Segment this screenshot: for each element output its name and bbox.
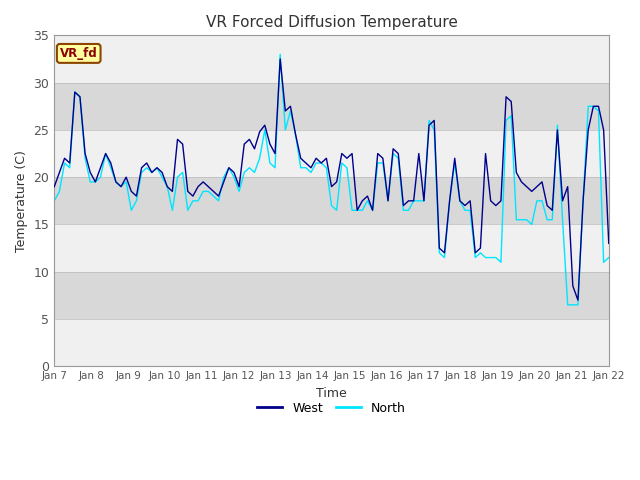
X-axis label: Time: Time [316, 387, 347, 400]
Y-axis label: Temperature (C): Temperature (C) [15, 150, 28, 252]
Bar [54, 319, 609, 366]
North [353, 207, 361, 213]
Title: VR Forced Diffusion Temperature: VR Forced Diffusion Temperature [205, 15, 458, 30]
North [564, 302, 572, 308]
North [204, 189, 212, 194]
West [574, 297, 582, 303]
North [92, 179, 99, 185]
Line: West: West [54, 59, 609, 300]
North [51, 198, 58, 204]
Bar [54, 225, 609, 272]
Bar [54, 177, 609, 225]
North [358, 207, 366, 213]
Text: VR_fd: VR_fd [60, 47, 97, 60]
North [420, 198, 428, 204]
West [358, 198, 366, 204]
North [605, 255, 612, 261]
Bar [54, 83, 609, 130]
West [204, 184, 212, 190]
West [92, 179, 99, 185]
West [276, 56, 284, 62]
Bar [54, 130, 609, 177]
West [605, 240, 612, 246]
North [236, 189, 243, 194]
Legend: West, North: West, North [252, 396, 411, 420]
Bar [54, 272, 609, 319]
Line: North: North [54, 54, 609, 305]
Bar [54, 36, 609, 83]
West [353, 207, 361, 213]
West [236, 184, 243, 190]
West [51, 184, 58, 190]
West [420, 198, 428, 204]
North [276, 51, 284, 57]
